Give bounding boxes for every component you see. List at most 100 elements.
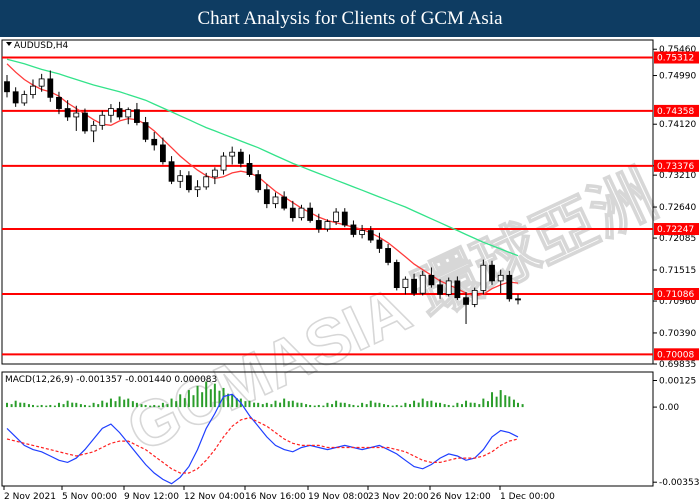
candle [272, 192, 279, 209]
candle [99, 110, 106, 130]
candle [177, 170, 184, 189]
candle-body [229, 151, 236, 157]
price-y-tick-label: 0.75460 [659, 45, 696, 55]
candle-body [99, 114, 106, 126]
price-y-tick-label: 0.74120 [659, 120, 696, 130]
x-axis: 2 Nov 2021 5 Nov 00:00 9 Nov 12:00 12 Nov 0… [3, 486, 555, 500]
price-y-tick-label: 0.71515 [659, 266, 696, 276]
candle [281, 191, 288, 211]
candle [125, 107, 132, 125]
candle-body [315, 220, 322, 230]
signal-line [6, 417, 519, 474]
macd-y-tick-label: 0.00125 [659, 377, 696, 387]
candle-body [263, 189, 270, 205]
x-tick-label: 23 Nov 20:00 [368, 492, 429, 500]
candle-body [350, 224, 357, 235]
candle-body [38, 78, 45, 87]
level-label: 0.71086 [657, 290, 694, 300]
level-label: 0.70008 [657, 350, 694, 360]
candle-body [116, 108, 123, 118]
candle [229, 146, 236, 165]
candle-body [281, 196, 288, 209]
candle [298, 204, 305, 221]
candle [90, 120, 97, 143]
candle [12, 87, 19, 107]
candle-body [151, 138, 158, 146]
candle [506, 270, 513, 302]
candle [263, 184, 270, 209]
candle-body [298, 207, 305, 219]
candle [21, 90, 28, 106]
candle-body [272, 196, 279, 205]
candle [211, 167, 218, 185]
banner-title: Chart Analysis for Clients of GCM Asia [197, 7, 503, 29]
candle [116, 101, 123, 120]
x-tick-label: 1 Dec 00:00 [500, 492, 555, 500]
candle-body [359, 230, 366, 235]
price-chart-header: AUDUSD,H4 [14, 41, 69, 51]
candle-body [437, 284, 443, 295]
level-label: 0.73376 [657, 162, 694, 172]
candle-body [134, 109, 140, 123]
candle [134, 102, 140, 126]
candle [203, 172, 210, 190]
candle [82, 108, 88, 134]
candle [376, 232, 383, 253]
candle [480, 259, 487, 295]
candle-body [203, 176, 210, 188]
candle-body [142, 122, 149, 140]
candle-body [90, 124, 97, 132]
x-tick-label: 19 Nov 08:00 [308, 492, 369, 500]
candle-body [64, 108, 71, 118]
candle-body [341, 211, 348, 226]
candle-body [333, 211, 340, 222]
level-label-box [654, 51, 699, 64]
level-label-box [654, 104, 699, 117]
candle-body [367, 230, 374, 241]
candle-body [177, 175, 184, 182]
symbol-dropdown-icon [6, 42, 12, 46]
candle-body [108, 108, 114, 116]
candle [307, 202, 314, 223]
candle-body [185, 175, 192, 191]
level-label-box [654, 223, 699, 236]
candle [454, 276, 461, 300]
slow-moving-average-line [6, 58, 519, 257]
candle-body [463, 297, 469, 305]
candle [168, 156, 175, 185]
candle [255, 170, 262, 193]
candle [73, 105, 80, 131]
candle-body [30, 85, 36, 95]
candle [497, 269, 504, 294]
candle-body [393, 262, 400, 289]
candle [64, 100, 71, 121]
candle [428, 267, 435, 288]
level-label: 0.74358 [657, 107, 694, 117]
candle-body [428, 274, 435, 286]
candle [445, 277, 452, 297]
x-tick-label: 16 Nov 16:00 [245, 492, 306, 500]
x-tick-label: 9 Nov 12:00 [124, 492, 179, 500]
candle [385, 243, 391, 266]
candle [341, 208, 348, 228]
candle [108, 104, 114, 123]
candle-body [255, 174, 262, 191]
candle [159, 137, 166, 165]
candle [463, 292, 469, 324]
candle-body [125, 109, 132, 118]
candle-body [56, 96, 62, 109]
candle-body [385, 248, 391, 263]
candle [185, 171, 192, 193]
candle-body [47, 78, 54, 98]
candle [30, 79, 36, 99]
macd-y-tick-label: 0.00 [659, 403, 679, 413]
x-tick-label: 5 Nov 00:00 [62, 492, 117, 500]
candle [359, 224, 366, 239]
chart-canvas[interactable]: GCMASIA 環球亞洲 0.754600.749900.741200.7337… [0, 37, 700, 500]
candle-body [21, 94, 28, 104]
candle [350, 220, 357, 238]
macd-y-tick-label: -0.003531 [659, 478, 700, 488]
candle [237, 148, 244, 168]
candle-body [237, 151, 244, 164]
candle-body [211, 169, 218, 178]
